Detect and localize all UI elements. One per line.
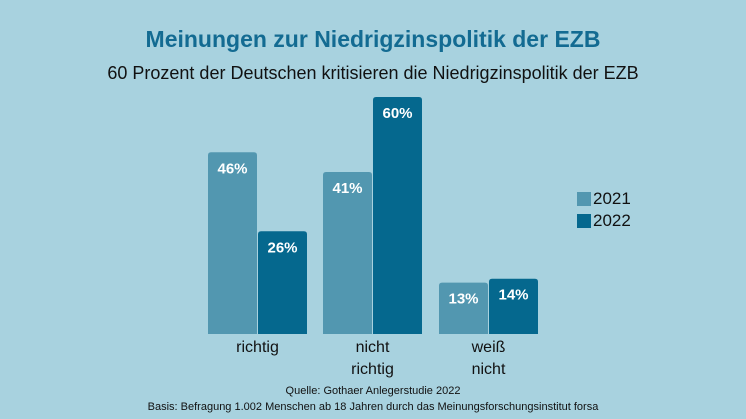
bar-value-label-2021-1: 41% — [332, 180, 362, 197]
bar-value-label-2021-2: 13% — [448, 291, 478, 308]
chart-title: Meinungen zur Niedrigzinspolitik der EZB — [145, 26, 601, 52]
bar-value-label-2022-1: 60% — [382, 105, 412, 122]
basis-note: Basis: Befragung 1.002 Menschen ab 18 Ja… — [147, 401, 599, 413]
legend: 2021 2022 — [577, 188, 631, 232]
legend-item-2022: 2022 — [577, 210, 631, 232]
category-label-line: richtig — [236, 339, 279, 356]
legend-item-2021: 2021 — [577, 188, 631, 210]
category-label-line: weiß — [471, 339, 506, 356]
bar-2022-0 — [258, 231, 307, 334]
source-note: Quelle: Gothaer Anlegerstudie 2022 — [285, 385, 461, 397]
legend-label-2021: 2021 — [593, 189, 631, 208]
bar-value-label-2022-0: 26% — [267, 239, 297, 256]
category-label-line: nicht — [471, 361, 506, 378]
bar-2021-1 — [323, 172, 372, 334]
bar-2022-1 — [373, 97, 422, 334]
bar-2022-2 — [489, 278, 538, 334]
category-label: nicht richtig — [318, 337, 428, 381]
bar-value-label-2021-0: 46% — [217, 160, 247, 177]
category-label-line: nicht — [355, 339, 390, 356]
legend-swatch-2022 — [577, 214, 591, 228]
bar-2021-0 — [208, 152, 257, 334]
chart-subtitle: 60 Prozent der Deutschen kritisieren die… — [107, 63, 639, 83]
legend-label-2022: 2022 — [593, 211, 631, 230]
bar-value-label-2022-2: 14% — [498, 287, 528, 304]
category-label: richtig — [203, 337, 313, 359]
bar-2021-2 — [439, 282, 488, 334]
legend-swatch-2021 — [577, 192, 591, 206]
category-label-line: richtig — [351, 361, 394, 378]
category-label: weiß nicht — [434, 337, 544, 381]
